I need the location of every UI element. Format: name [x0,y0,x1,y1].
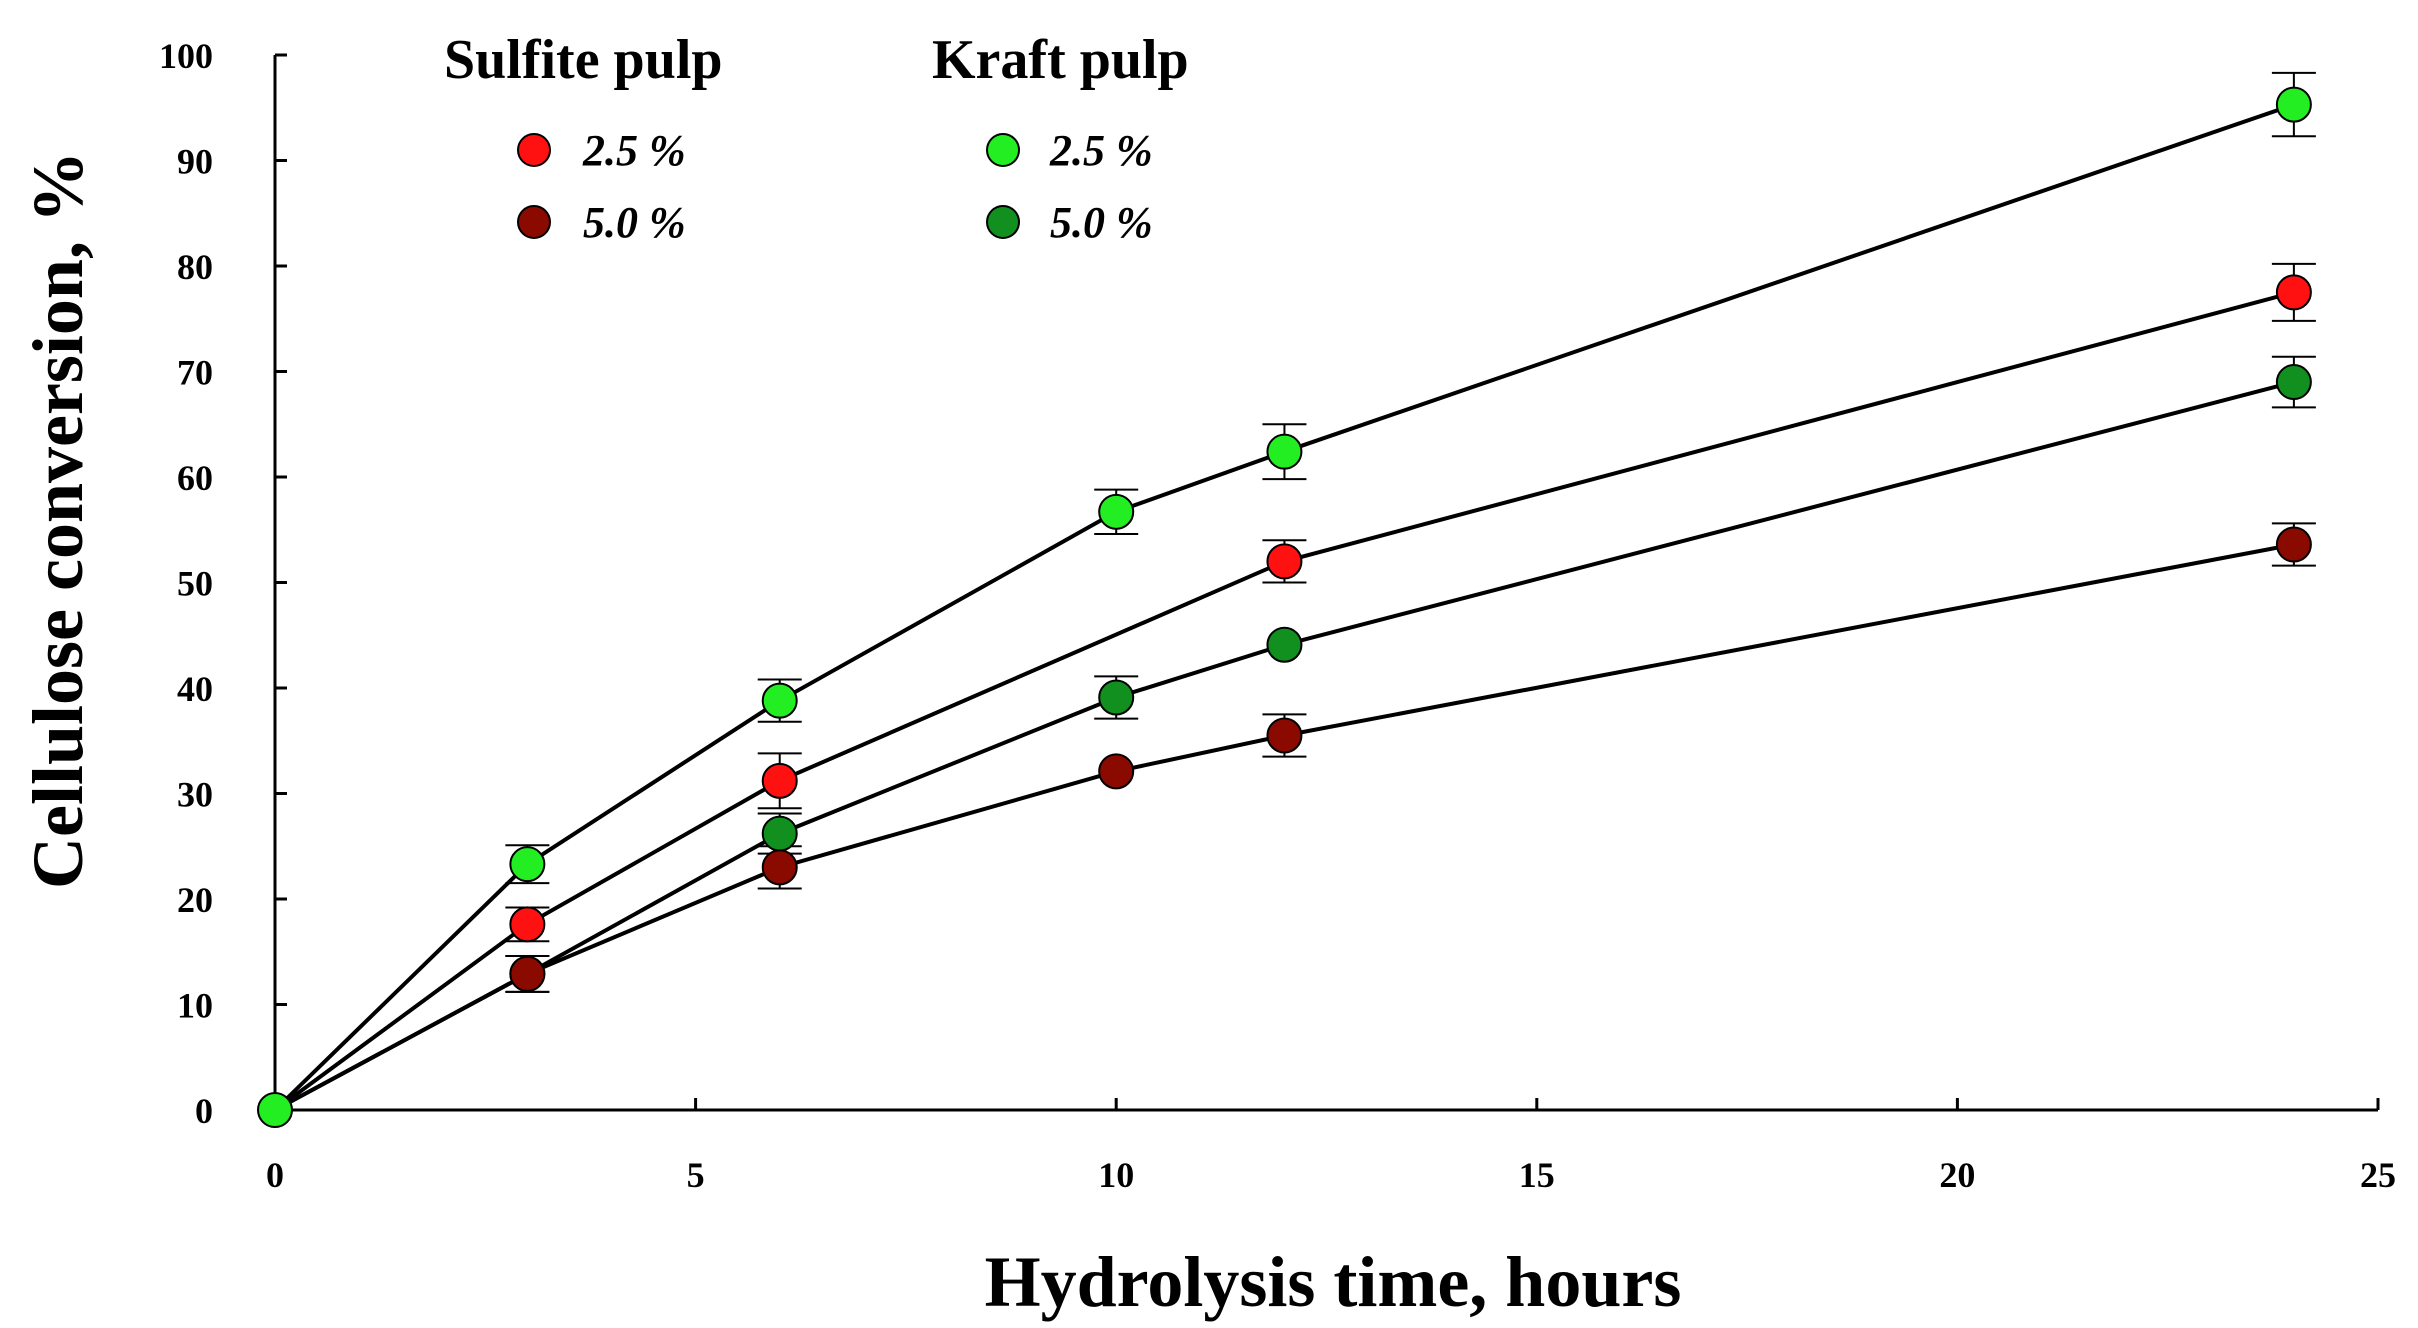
data-point-series-4 [761,849,798,886]
data-point-series-2 [2275,274,2312,311]
data-point-series-2 [1266,543,1303,580]
legend-label-sulfite-2-5: 2.5 % [582,126,686,175]
data-point-series-1 [257,1092,293,1128]
legend-heading-kraft: Kraft pulp [932,29,1189,91]
legend-label-sulfite-5-0: 5.0 % [583,198,686,247]
series-line-4 [274,542,2295,1112]
data-point-series-3 [1098,679,1135,716]
x-tick-label: 5 [687,1155,705,1195]
x-axis-title: Hydrolysis time, hours [985,1242,1682,1322]
legend-label-kraft-5-0: 5.0 % [1050,198,1153,247]
data-markers [257,86,2312,1128]
y-tick-label: 90 [177,142,213,182]
data-point-series-1 [761,682,798,719]
data-point-series-1 [1266,433,1303,470]
data-point-series-4 [1266,717,1303,754]
data-point-series-2 [761,762,798,799]
data-point-series-1 [509,846,546,883]
legend-marker-sulfite-5-0 [517,205,551,239]
axes [273,53,2380,1112]
data-point-series-1 [2275,86,2312,123]
legend-marker-kraft-5-0 [986,205,1020,239]
y-axis-title: Cellulose conversion, % [18,151,98,889]
x-tick-label: 15 [1519,1155,1555,1195]
data-point-series-4 [2275,526,2312,563]
legend-marker-kraft-2-5 [986,133,1020,167]
data-point-series-1 [1098,493,1135,530]
y-tick-label: 100 [159,36,213,76]
x-tick-label: 20 [1939,1155,1975,1195]
legend: Sulfite pulp Kraft pulp 2.5 % 5.0 % 2.5 … [444,29,1189,247]
data-point-series-2 [509,906,546,943]
series-lines [273,102,2295,1112]
legend-heading-sulfite: Sulfite pulp [444,29,723,91]
y-tick-label: 20 [177,880,213,920]
data-point-series-3 [2275,364,2312,401]
legend-marker-sulfite-2-5 [517,133,551,167]
x-tick-label: 0 [266,1155,284,1195]
x-tick-label: 10 [1098,1155,1134,1195]
y-tick-label: 10 [177,986,213,1026]
x-tick-label: 25 [2360,1155,2396,1195]
y-tick-label: 0 [195,1091,213,1131]
y-tick-label: 70 [177,353,213,393]
data-point-series-4 [509,955,546,992]
legend-label-kraft-2-5: 2.5 % [1049,126,1153,175]
y-tick-label: 80 [177,247,213,287]
y-tick-label: 30 [177,775,213,815]
tick-labels: 0 5 10 15 20 25 0 10 20 30 40 50 60 70 80 90 100 [159,36,2396,1195]
data-point-series-4 [1098,753,1135,790]
data-point-series-3 [761,815,798,852]
y-tick-label: 60 [177,458,213,498]
series-line-1 [273,102,2295,1112]
y-tick-label: 40 [177,669,213,709]
data-point-series-3 [1266,626,1303,663]
y-tick-label: 50 [177,564,213,604]
series-line-2 [273,290,2295,1112]
